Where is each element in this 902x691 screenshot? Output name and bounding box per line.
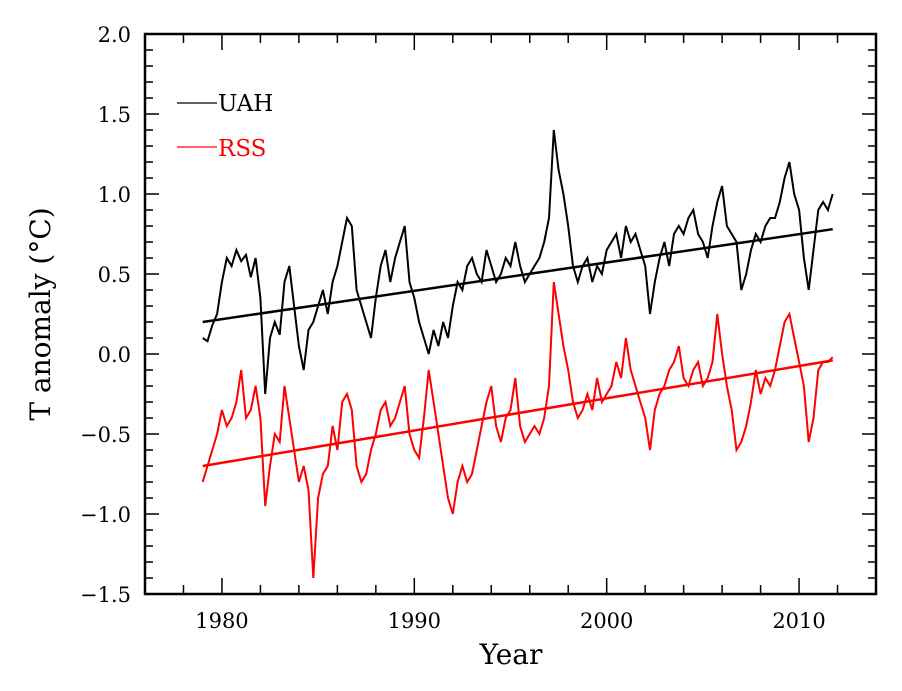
axis-ticks <box>144 33 877 595</box>
y-tick-label: 0.0 <box>98 343 131 367</box>
x-tick-label: 1990 <box>388 609 441 633</box>
trend-line-rss <box>202 359 833 468</box>
trend-layer <box>202 227 833 468</box>
y-tick-label: 1.0 <box>98 183 131 207</box>
series-line-rss <box>201 281 834 579</box>
y-tick-label: 0.5 <box>98 263 131 287</box>
trend-line-uah <box>202 227 833 324</box>
y-axis-title: T anomaly (°C) <box>24 207 57 420</box>
legend-label-uah: UAH <box>218 91 273 117</box>
x-tick-label: 2010 <box>772 609 825 633</box>
plot-border <box>143 32 878 596</box>
y-tick-label: 1.5 <box>98 103 131 127</box>
x-axis-title: Year <box>479 638 543 671</box>
y-tick-label: 2.0 <box>98 23 131 47</box>
x-tick-label: 1980 <box>195 609 248 633</box>
series-line-uah <box>202 129 834 395</box>
legend-label-rss: RSS <box>218 136 266 162</box>
y-tick-label: −0.5 <box>80 423 131 447</box>
plot-frame <box>143 32 878 596</box>
axis-tick-labels: −1.5 −1.0 −0.5 0.0 0.5 1.0 1.5 2.0 1980 1990 2000 2… <box>80 23 826 633</box>
x-tick-label: 2000 <box>580 609 633 633</box>
y-tick-label: −1.5 <box>80 583 131 607</box>
series-layer <box>201 129 834 579</box>
y-tick-label: −1.0 <box>80 503 131 527</box>
legend: UAH RSS <box>177 91 273 162</box>
